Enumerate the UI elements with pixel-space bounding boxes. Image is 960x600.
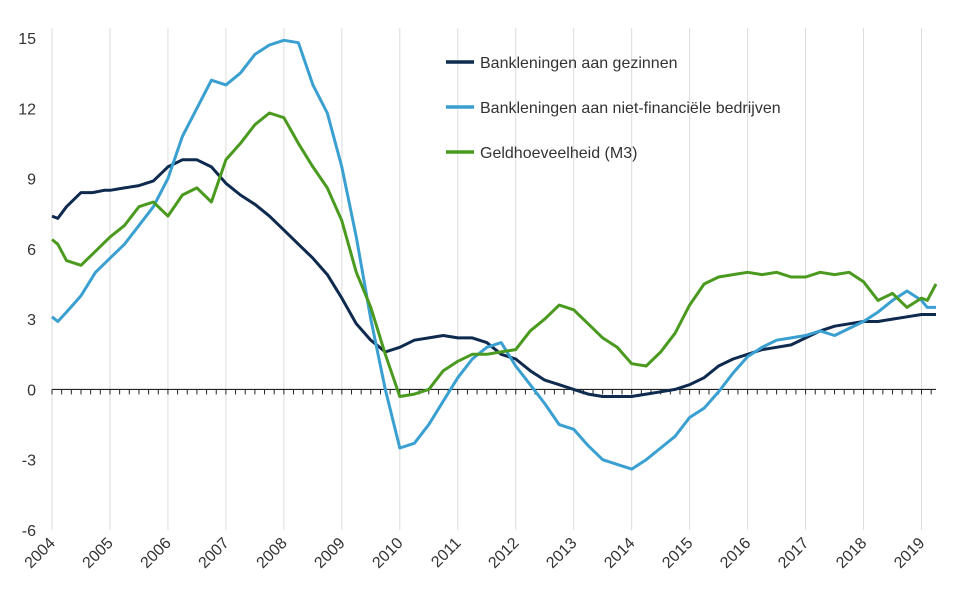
- x-tick-label: 2014: [601, 535, 638, 572]
- x-tick-label: 2007: [196, 535, 233, 572]
- x-tick-label: 2009: [311, 535, 348, 572]
- x-tick-label: 2004: [22, 535, 59, 572]
- x-tick-label: 2006: [138, 535, 175, 572]
- y-tick-label: 3: [27, 312, 36, 329]
- x-tick-label: 2005: [80, 535, 117, 572]
- x-tick-label: 2019: [891, 535, 928, 572]
- legend-label-3: Geldhoeveelheid (M3): [480, 145, 637, 162]
- x-tick-label: 2018: [833, 535, 870, 572]
- gridlines: [51, 28, 923, 530]
- series-line-1: [51, 158, 936, 398]
- x-tick-label: 2010: [369, 535, 406, 572]
- x-tick-label: 2012: [485, 535, 522, 572]
- x-tick-label: 2017: [775, 535, 812, 572]
- legend-label-2: Bankleningen aan niet-financiële bedrijv…: [480, 100, 781, 117]
- series-line-2: [51, 38, 936, 471]
- y-tick-labels: 15 12 9 6 3 0 -3 -6: [18, 31, 36, 540]
- legend: Bankleningen aan gezinnen Bankleningen aa…: [446, 55, 781, 162]
- legend-label-1: Bankleningen aan gezinnen: [480, 55, 678, 72]
- x-tick-label: 2008: [254, 535, 291, 572]
- x-tick-label: 2013: [543, 535, 580, 572]
- x-tick-label: 2011: [428, 535, 464, 571]
- x-axis: [51, 388, 936, 395]
- x-tick-label: 2015: [659, 535, 696, 572]
- y-tick-label: 9: [27, 172, 36, 189]
- y-tick-label: -3: [22, 453, 36, 470]
- series-line-3: [51, 111, 938, 398]
- y-tick-label: -6: [22, 523, 36, 540]
- x-tick-labels: 2004 2005 2006 2007 2008 2009 2010 2011 2012 2013…: [22, 535, 929, 572]
- y-tick-label: 15: [18, 31, 36, 48]
- series-lines: [51, 38, 938, 471]
- y-tick-label: 0: [27, 382, 36, 399]
- y-tick-label: 6: [27, 242, 36, 259]
- y-tick-label: 12: [18, 101, 36, 118]
- x-tick-label: 2016: [717, 535, 754, 572]
